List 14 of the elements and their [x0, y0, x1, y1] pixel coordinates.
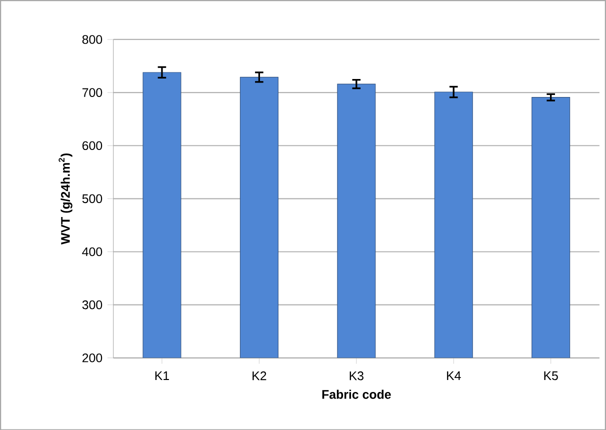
- y-tick-label: 200: [82, 353, 102, 362]
- x-axis-title: Fabric code: [322, 390, 391, 399]
- y-tick-label: 300: [82, 300, 102, 310]
- x-tick-label: K5: [544, 371, 558, 380]
- x-tick-label: K4: [447, 371, 461, 380]
- x-tick-label: K3: [350, 371, 364, 380]
- y-tick-label: 700: [82, 88, 102, 97]
- x-tick-label: K1: [155, 371, 169, 380]
- y-tick-label: 400: [82, 247, 102, 256]
- y-tick-label: 500: [82, 194, 102, 203]
- x-tick-label: K2: [252, 371, 266, 380]
- y-tick-label: 800: [82, 34, 102, 44]
- y-axis-title: WVT (g/24h.m$^{2}$): [58, 153, 72, 244]
- y-tick-label: 600: [82, 141, 102, 150]
